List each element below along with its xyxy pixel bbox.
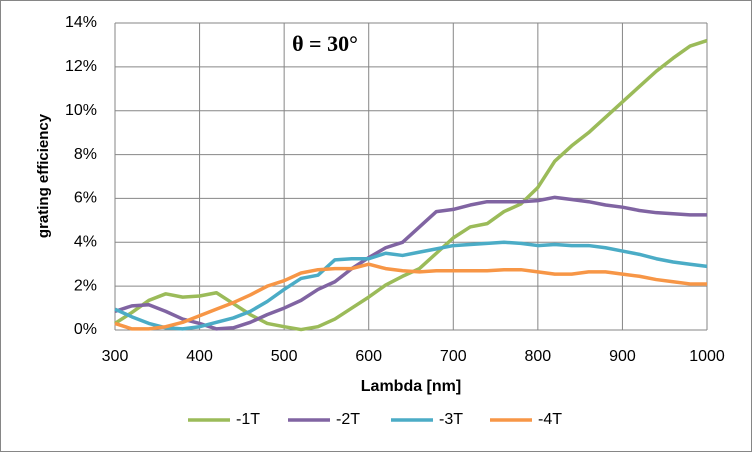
legend-label: -4T	[538, 411, 562, 428]
y-tick-label: 0%	[74, 321, 97, 338]
x-tick-label: 1000	[689, 348, 725, 365]
x-tick-label: 300	[102, 348, 129, 365]
x-tick-label: 400	[186, 348, 213, 365]
legend-label: -3T	[439, 411, 463, 428]
x-axis-label: Lambda [nm]	[361, 378, 461, 395]
series-line	[114, 195, 707, 331]
legend-label: -2T	[336, 411, 360, 428]
y-tick-label: 4%	[74, 234, 97, 251]
y-tick-label: 14%	[65, 14, 97, 31]
x-tick-label: 500	[271, 348, 298, 365]
series-line	[114, 262, 707, 331]
x-tick-label: 800	[525, 348, 552, 365]
legend-label: -1T	[236, 411, 260, 428]
y-axis-label: grating efficiency	[35, 113, 52, 238]
y-tick-label: 6%	[74, 190, 97, 207]
y-tick-label: 10%	[65, 102, 97, 119]
y-tick-label: 2%	[74, 277, 97, 294]
y-tick-label: 8%	[74, 146, 97, 163]
y-tick-label: 12%	[65, 58, 97, 75]
x-tick-label: 600	[355, 348, 382, 365]
annotation: θ = 30°	[292, 31, 358, 56]
series-line	[114, 240, 708, 331]
x-tick-label: 700	[440, 348, 467, 365]
x-tick-label: 900	[609, 348, 636, 365]
